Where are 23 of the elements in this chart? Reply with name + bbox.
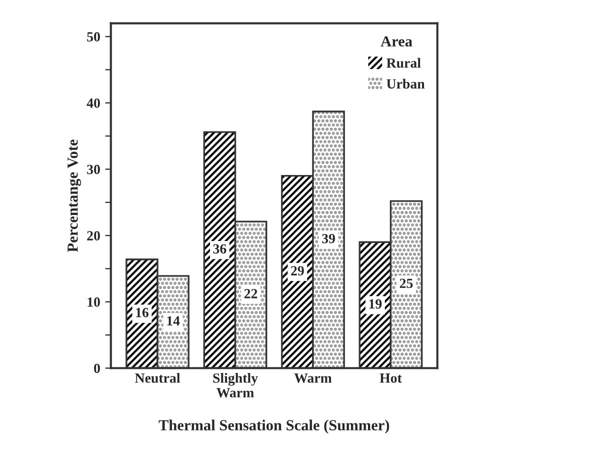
data-label: 29 — [291, 266, 304, 276]
x-tick-label: Slightly Warm — [213, 373, 258, 398]
data-label: 25 — [400, 278, 413, 288]
legend-label: Urban — [386, 78, 425, 89]
x-tick-label: Neutral — [135, 373, 180, 383]
x-tick-label: Hot — [380, 374, 402, 383]
y-tick-label: 30 — [87, 164, 100, 174]
y-tick-label: 50 — [87, 32, 100, 42]
data-label: 14 — [167, 316, 180, 326]
y-tick-label: 10 — [88, 297, 100, 307]
y-tick-label: 20 — [87, 231, 100, 240]
data-label: 16 — [136, 308, 149, 318]
y-tick-label: 40 — [86, 98, 100, 108]
data-label: 36 — [213, 244, 226, 254]
x-tick-label: Warm — [294, 374, 332, 383]
legend-title: Area — [380, 36, 412, 47]
y-axis-title: Percentange Vote — [68, 140, 82, 252]
data-label: 39 — [322, 234, 335, 244]
legend-label: Rural — [386, 58, 421, 68]
x-axis-title: Thermal Sensation Scale (Summer) — [158, 420, 390, 434]
data-label: 22 — [244, 289, 258, 298]
y-tick-label: 0 — [94, 364, 100, 374]
data-label: 19 — [369, 299, 382, 309]
